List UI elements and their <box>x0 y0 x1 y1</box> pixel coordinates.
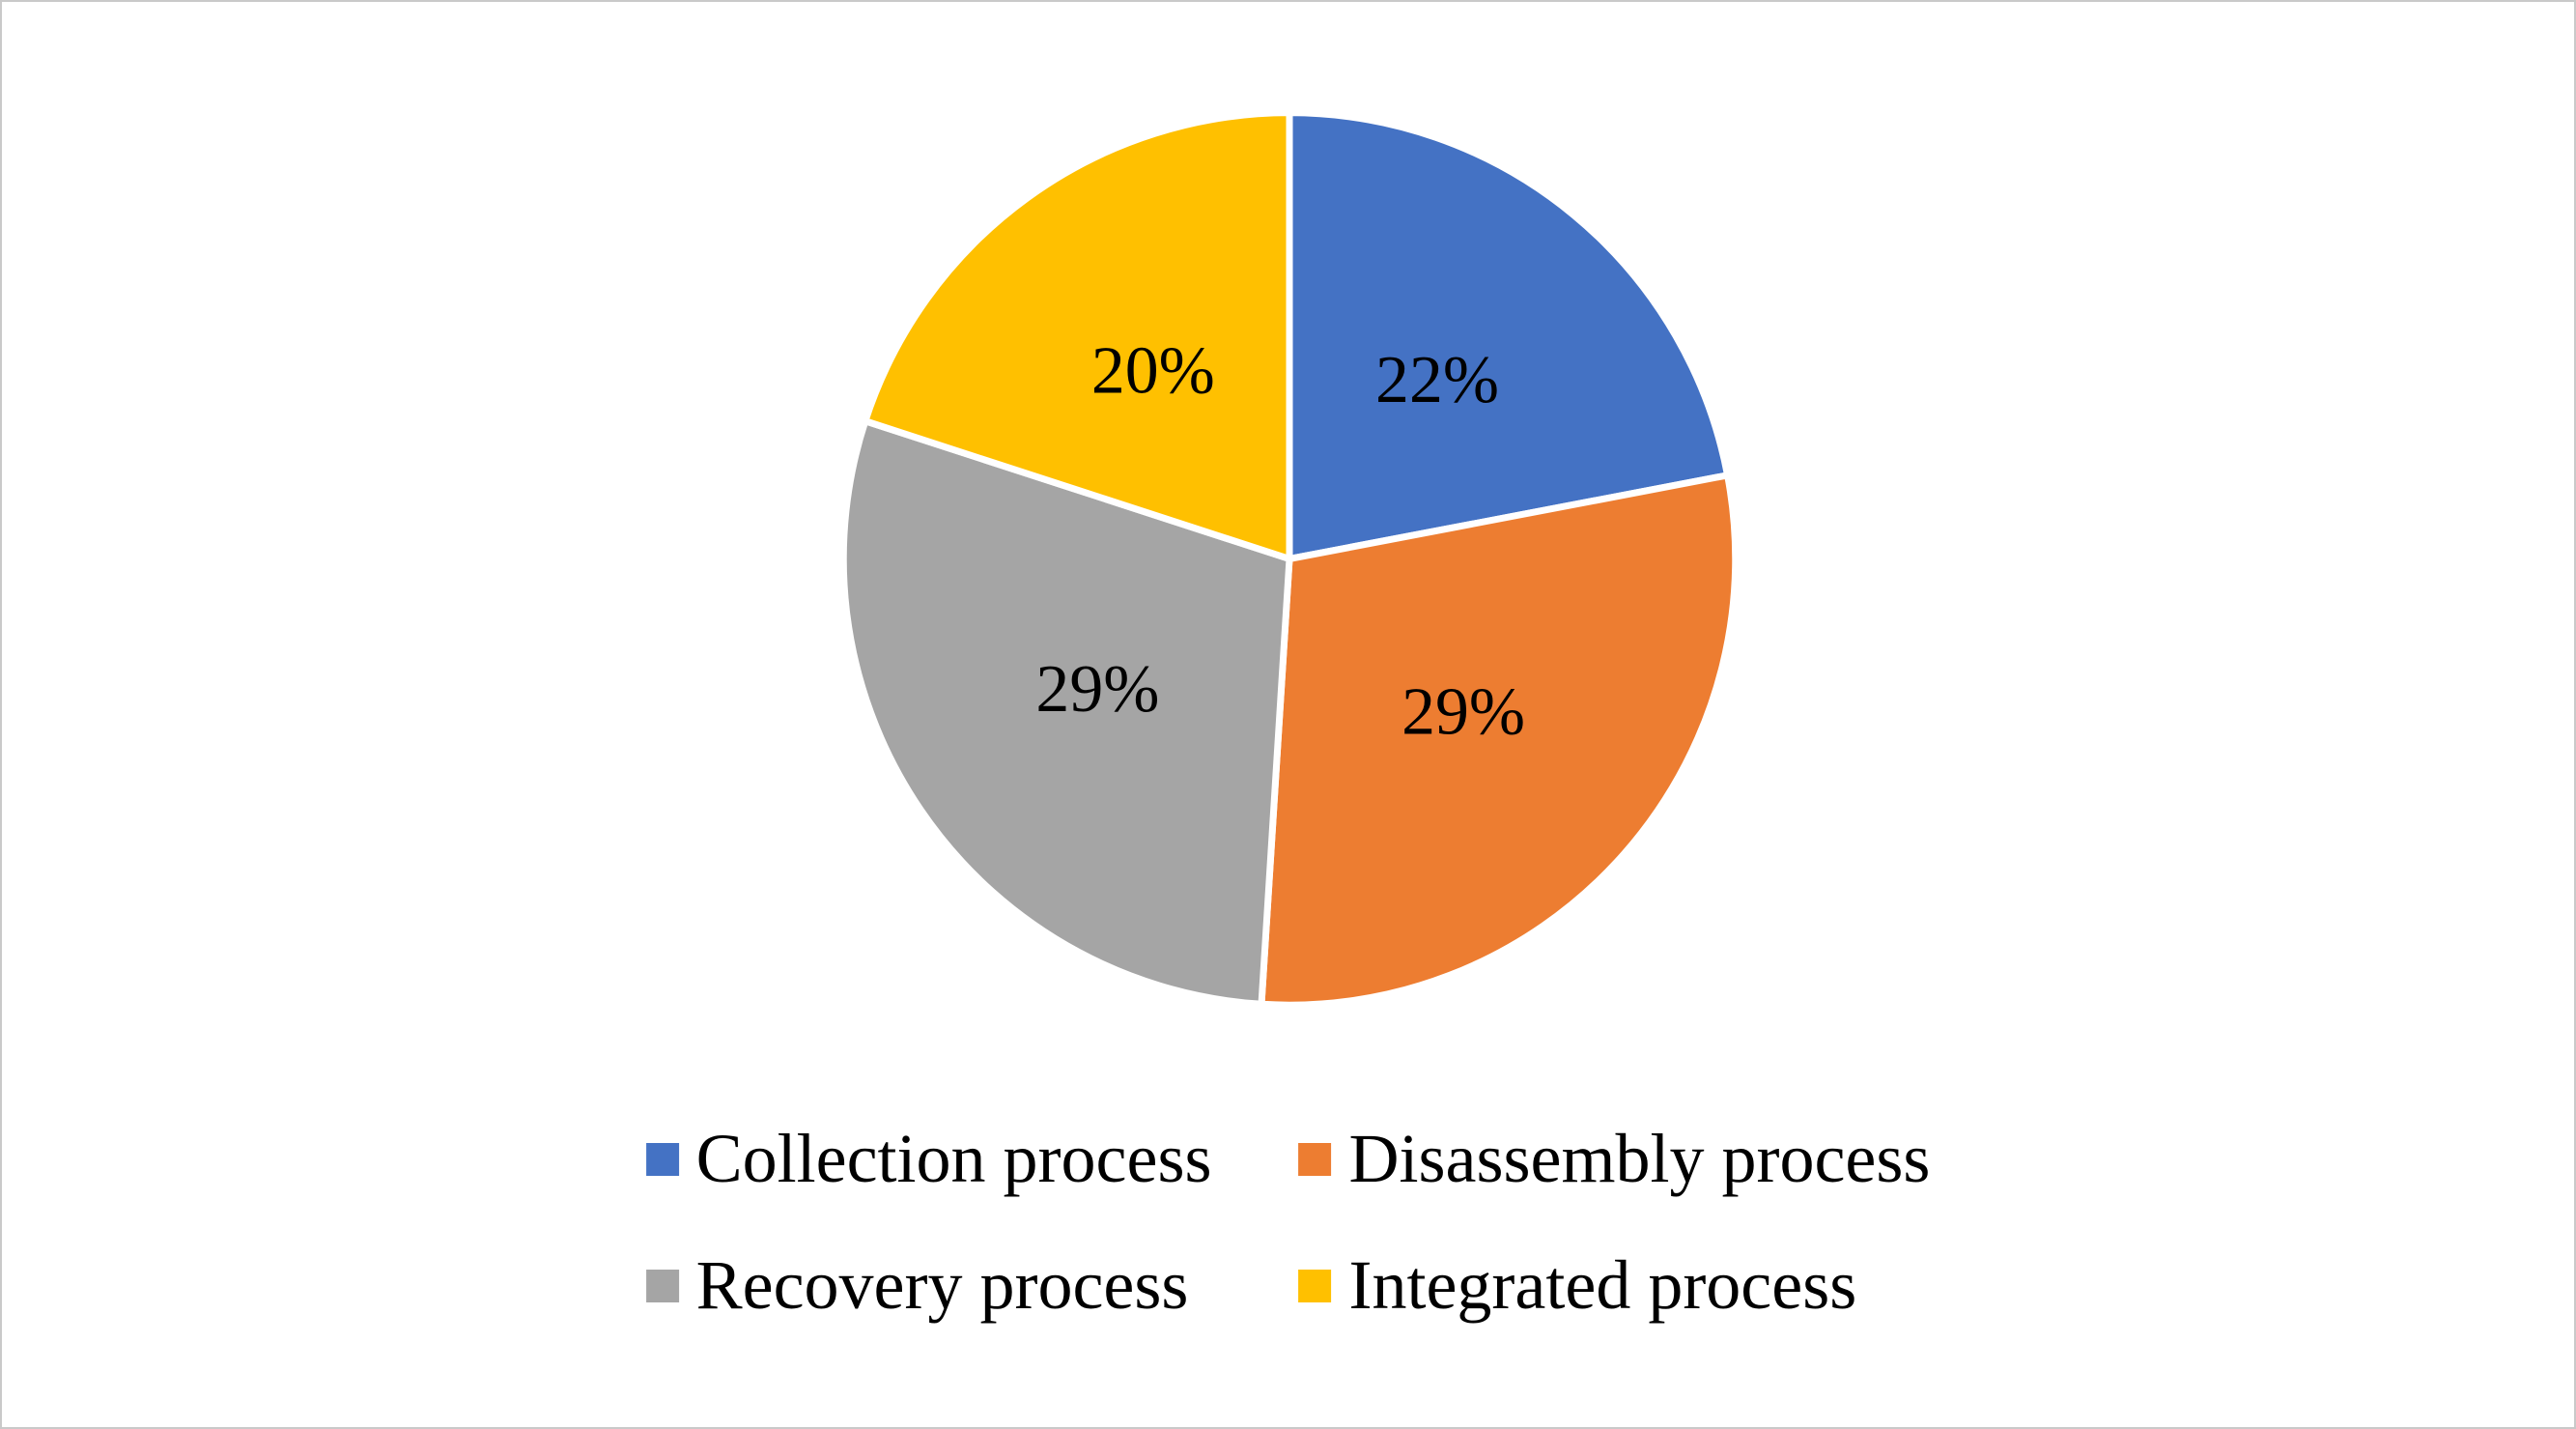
legend-swatch-icon <box>645 1142 679 1176</box>
legend-label: Recovery process <box>695 1246 1189 1325</box>
legend-item-recovery-process: Recovery process <box>645 1246 1212 1325</box>
pie-slice-label-collection-process: 22% <box>1375 343 1499 417</box>
legend-item-integrated-process: Integrated process <box>1298 1246 1930 1325</box>
pie-slice-integrated-process <box>862 109 1293 562</box>
legend-item-disassembly-process: Disassembly process <box>1298 1120 1931 1197</box>
pie-slice-label-disassembly-process: 29% <box>1401 675 1525 750</box>
pie-slice-recovery-process <box>839 417 1293 1008</box>
pie-labels: 22% 29% 29% 20% <box>1035 334 1525 750</box>
legend-swatch-icon <box>1298 1142 1332 1176</box>
pie-slice-label-recovery-process: 29% <box>1035 652 1159 727</box>
legend-label: Collection process <box>695 1120 1212 1197</box>
legend-item-collection-process: Collection process <box>645 1120 1212 1197</box>
legend: Collection process Disassembly process Rec… <box>645 1120 1931 1325</box>
pie-slices <box>839 109 1740 1009</box>
legend-swatch-icon <box>645 1269 679 1302</box>
legend-label: Disassembly process <box>1348 1120 1931 1197</box>
legend-swatch-icon <box>1298 1269 1332 1302</box>
pie-slice-label-integrated-process: 20% <box>1091 334 1215 409</box>
pie-slice-disassembly-process <box>1258 472 1740 1009</box>
legend-label: Integrated process <box>1348 1246 1857 1325</box>
pie-slice-collection-process <box>1286 109 1732 562</box>
